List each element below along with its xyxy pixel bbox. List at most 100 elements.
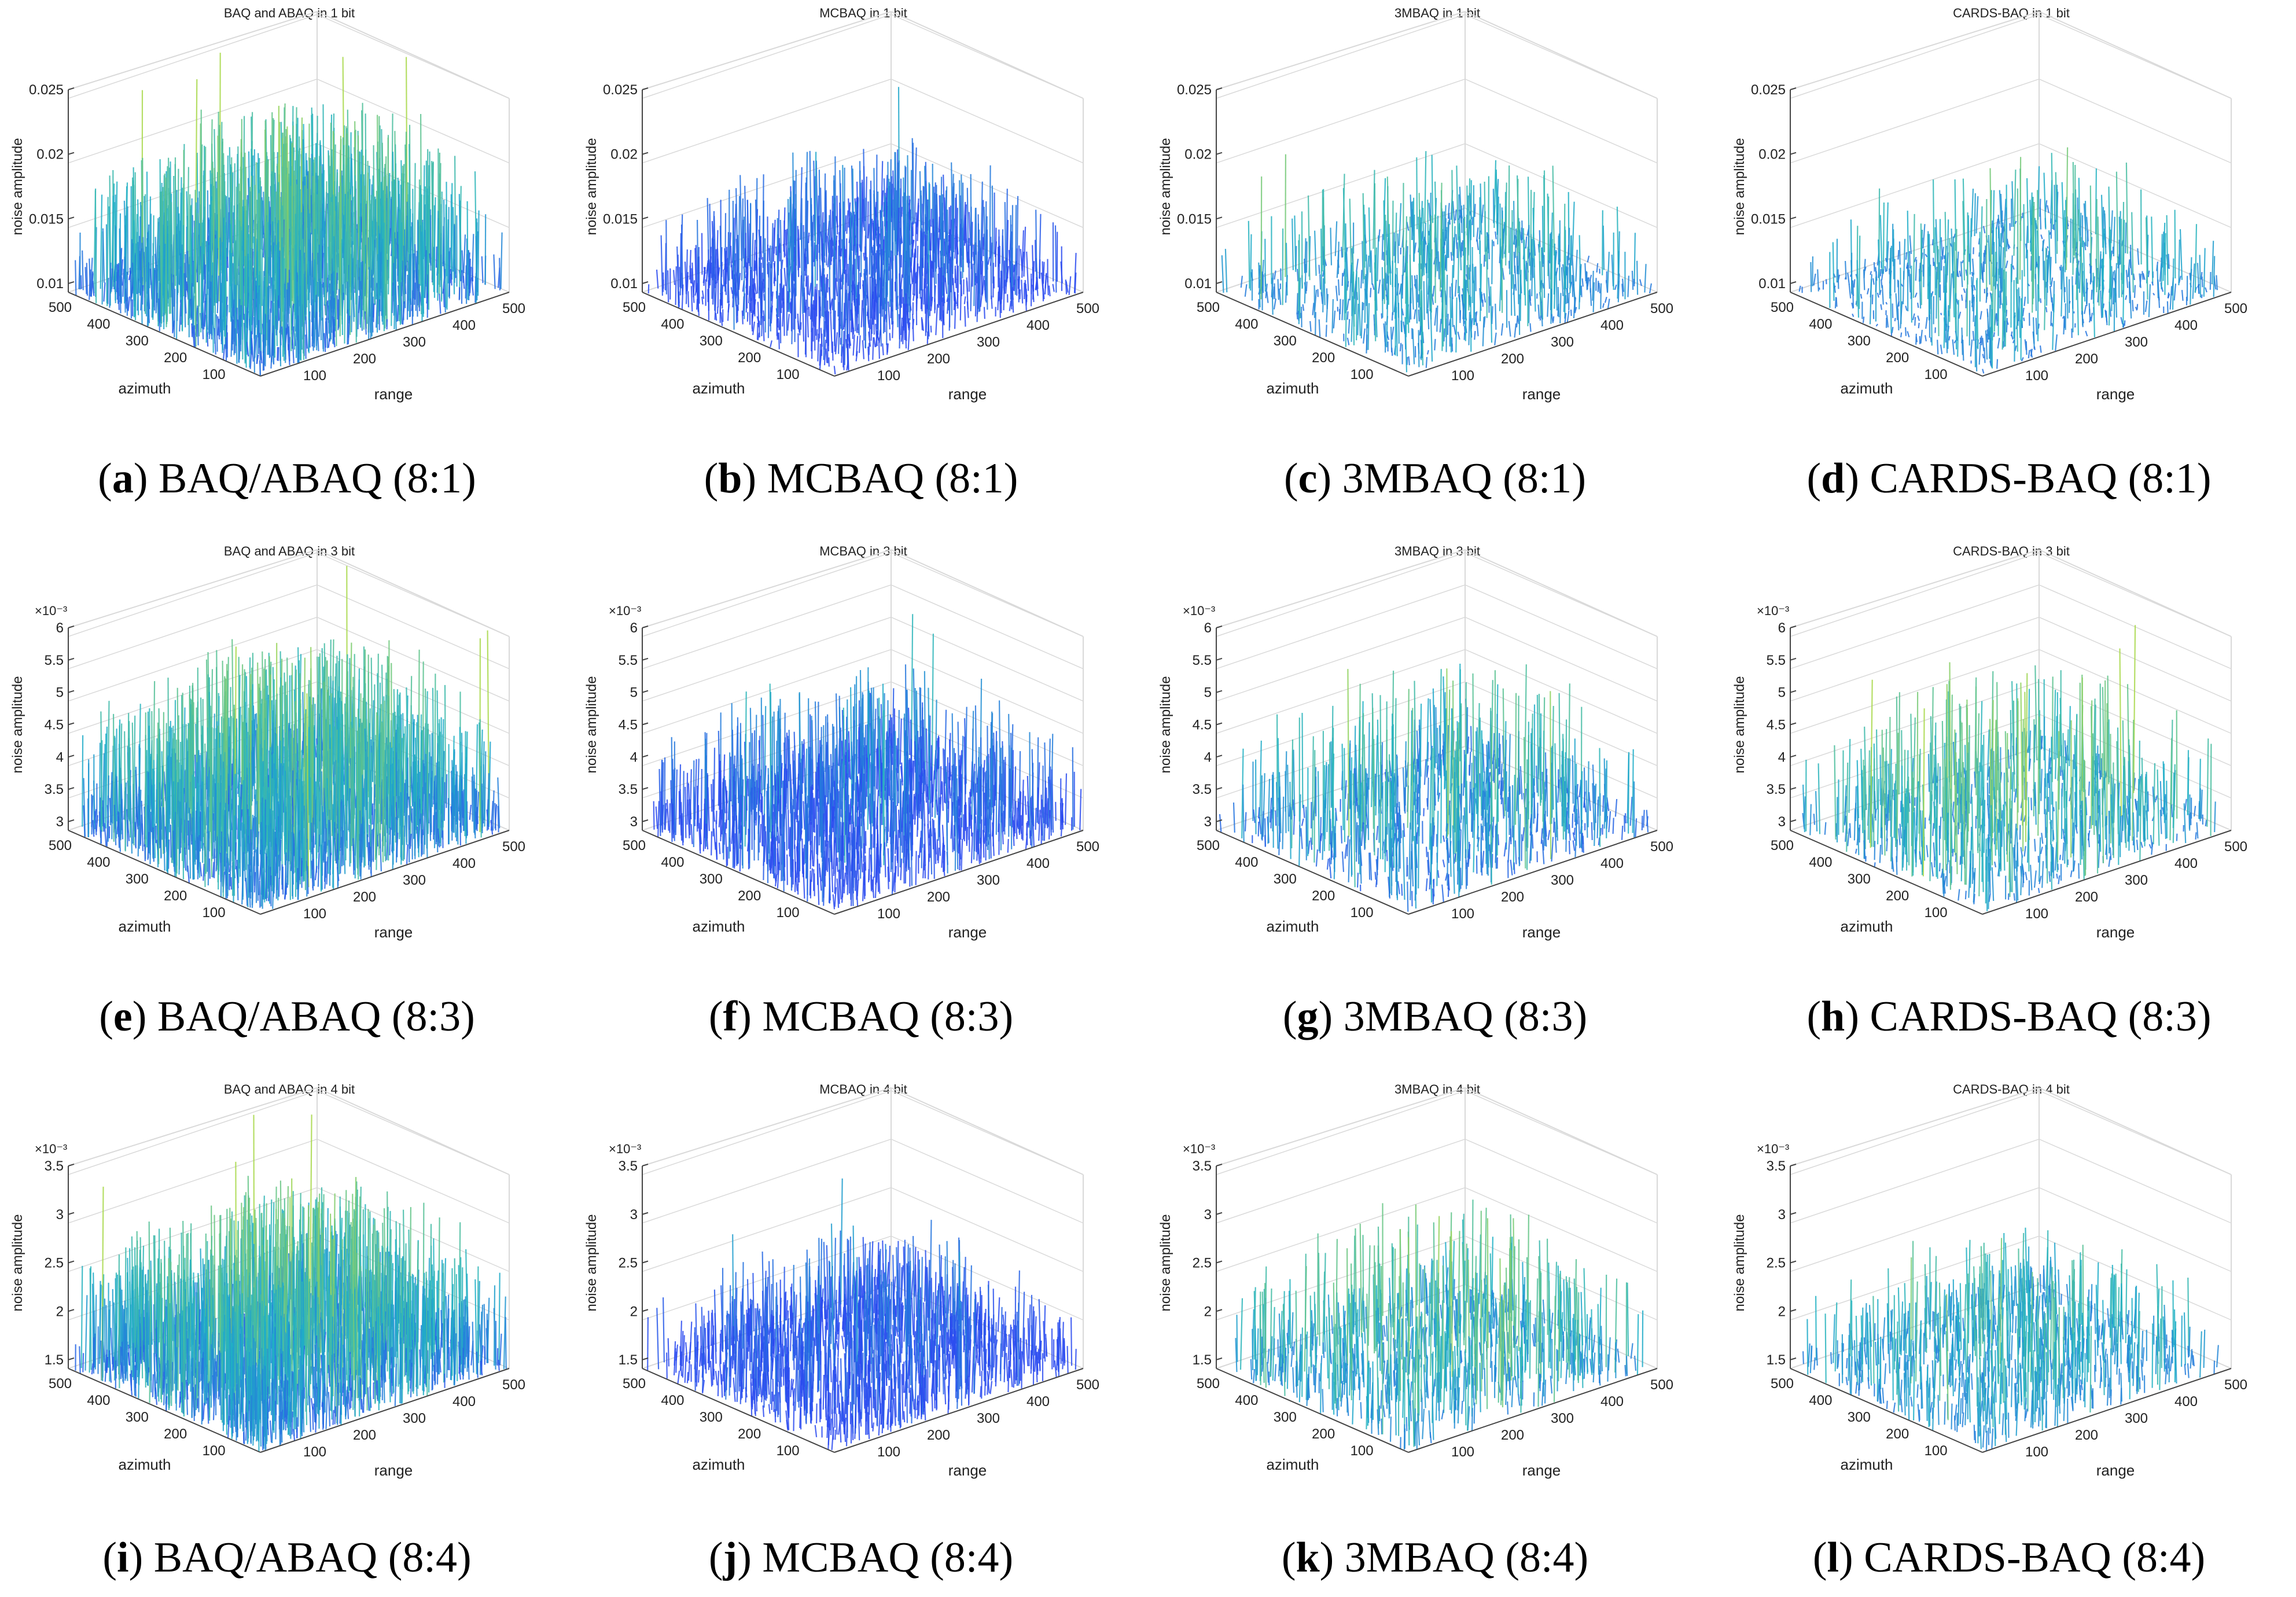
- x-tick-label: 400: [2174, 856, 2198, 871]
- surface-plot-d: CARDS-BAQ in 1 bit 0.01 0.015 0.02 0.025 nois…: [1732, 6, 2247, 403]
- axes-lines: 1.5 2 2.5 3 3.5 ×10⁻³ noise amplitude 100 200 300…: [1158, 1142, 1673, 1479]
- axes-box: [642, 549, 1084, 831]
- y-tick-label: 100: [1351, 905, 1374, 921]
- caption-h: (h) CARDS-BAQ (8:3): [1806, 993, 2212, 1040]
- y-tick-label: 300: [1274, 871, 1297, 887]
- z-tick-label: 3.5: [1193, 782, 1212, 797]
- y-tick-label: 500: [623, 300, 646, 315]
- z-tick-label: 0.02: [1758, 147, 1786, 163]
- caption-i: (i) BAQ/ABAQ (8:4): [102, 1534, 472, 1581]
- surface-spikes: [1235, 1199, 1644, 1450]
- x-axis-label: range: [374, 385, 413, 403]
- y-axis-label: azimuth: [1840, 918, 1893, 935]
- z-tick-label: 1.5: [1193, 1352, 1212, 1368]
- y-tick-label: 100: [777, 367, 800, 382]
- z-tick-label: 3.5: [45, 1158, 64, 1174]
- surface-spikes: [75, 1114, 507, 1452]
- x-axis-label: range: [374, 1462, 413, 1479]
- y-tick-label: 500: [1771, 838, 1794, 853]
- panel-i: BAQ and ABAQ in 4 bit 1.5 2 2.5 3 3.5 ×10⁻³ noi…: [0, 1076, 574, 1597]
- surface-plot-j: MCBAQ in 4 bit 1.5 2 2.5 3 3.5 ×10⁻³ noise ampl…: [584, 1082, 1099, 1479]
- y-tick-label: 300: [126, 333, 149, 349]
- z-tick-label: 4.5: [1193, 717, 1212, 733]
- z-tick-label: 0.015: [603, 211, 638, 227]
- y-tick-label: 300: [700, 871, 723, 887]
- surface-plot-f: MCBAQ in 3 bit 3 3.5 4 4.5 5 5.5 6 ×10⁻³ noise am…: [584, 544, 1099, 941]
- z-axis-label: noise amplitude: [1158, 676, 1173, 773]
- caption-text: MCBAQ (8:3): [762, 993, 1014, 1040]
- surface-plot-k: 3MBAQ in 4 bit 1.5 2 2.5 3 3.5 ×10⁻³ noise ampl…: [1158, 1082, 1673, 1479]
- z-tick-label: 2.5: [1193, 1256, 1212, 1271]
- x-tick-label: 300: [1551, 334, 1574, 350]
- z-exponent: ×10⁻³: [35, 1142, 67, 1156]
- y-axis-label: azimuth: [692, 1456, 745, 1473]
- y-tick-label: 200: [738, 888, 761, 904]
- caption-b: (b) MCBAQ (8:1): [704, 455, 1018, 502]
- y-tick-label: 300: [1274, 1410, 1297, 1425]
- plot-title: 3MBAQ in 3 bit: [1394, 544, 1480, 558]
- caption-l: (l) CARDS-BAQ (8:4): [1812, 1534, 2206, 1581]
- axes-lines: 3 3.5 4 4.5 5 5.5 6 ×10⁻³ noise amplitude 100 200 3…: [1158, 604, 1673, 941]
- x-tick-label: 300: [977, 334, 1000, 350]
- plot-title: BAQ and ABAQ in 4 bit: [224, 1082, 355, 1096]
- surface-plot-c: 3MBAQ in 1 bit 0.01 0.015 0.02 0.025 noise am…: [1158, 6, 1673, 403]
- z-tick-label: 6: [1204, 620, 1212, 636]
- plot-title: MCBAQ in 1 bit: [819, 6, 907, 20]
- y-axis-label: azimuth: [1840, 380, 1893, 397]
- y-tick-label: 100: [777, 905, 800, 921]
- x-tick-label: 300: [1551, 873, 1574, 888]
- y-tick-label: 200: [738, 350, 761, 366]
- z-tick-label: 0.025: [29, 82, 64, 98]
- surface-plot-g: 3MBAQ in 3 bit 3 3.5 4 4.5 5 5.5 6 ×10⁻³ noise am…: [1158, 544, 1673, 941]
- x-tick-label: 500: [502, 301, 525, 317]
- y-axis-label: azimuth: [1266, 1456, 1319, 1473]
- caption-text: BAQ/ABAQ (8:1): [158, 455, 476, 502]
- caption-text: CARDS-BAQ (8:4): [1864, 1534, 2206, 1581]
- y-tick-label: 500: [1197, 838, 1220, 853]
- caption-j: (j) MCBAQ (8:4): [708, 1534, 1014, 1581]
- surface-spikes: [1802, 1227, 2219, 1451]
- y-tick-label: 500: [623, 1376, 646, 1392]
- x-tick-label: 500: [1076, 301, 1099, 317]
- x-tick-label: 300: [977, 1411, 1000, 1426]
- x-tick-label: 200: [2075, 351, 2098, 367]
- panel-l: CARDS-BAQ in 4 bit 1.5 2 2.5 3 3.5 ×10⁻³ noise …: [1722, 1076, 2296, 1597]
- plot-title: 3MBAQ in 1 bit: [1394, 6, 1480, 20]
- z-axis-label: noise amplitude: [10, 138, 25, 235]
- z-tick-label: 2: [1778, 1304, 1786, 1319]
- x-tick-label: 400: [1600, 1394, 1624, 1410]
- z-axis-label: noise amplitude: [1732, 676, 1747, 773]
- x-tick-label: 500: [1076, 1377, 1099, 1393]
- z-axis-label: noise amplitude: [1732, 1214, 1747, 1311]
- caption-letter: l: [1827, 1534, 1839, 1581]
- y-tick-label: 400: [1809, 1393, 1832, 1408]
- caption-letter: c: [1298, 455, 1318, 502]
- x-tick-label: 300: [2125, 1411, 2148, 1426]
- y-tick-label: 400: [1235, 317, 1258, 332]
- axes-lines: 0.01 0.015 0.02 0.025 noise amplitude 100 200 3…: [584, 82, 1099, 403]
- axes-lines: 0.01 0.015 0.02 0.025 noise amplitude 100 200 3…: [10, 82, 525, 403]
- z-tick-label: 3.5: [45, 782, 64, 797]
- x-tick-label: 300: [2125, 873, 2148, 888]
- z-tick-label: 3: [630, 814, 638, 830]
- y-tick-label: 100: [203, 1443, 226, 1459]
- x-tick-label: 200: [353, 889, 376, 905]
- z-tick-label: 0.015: [1751, 211, 1786, 227]
- z-tick-label: 2.5: [45, 1256, 64, 1271]
- caption-letter: f: [723, 993, 738, 1040]
- surface-spikes: [647, 87, 1077, 375]
- x-tick-label: 200: [1501, 1427, 1524, 1443]
- caption-text: BAQ/ABAQ (8:3): [157, 993, 475, 1040]
- y-tick-label: 400: [87, 317, 110, 332]
- caption-text: MCBAQ (8:4): [762, 1534, 1014, 1581]
- x-tick-label: 100: [877, 368, 900, 384]
- z-tick-label: 0.015: [29, 211, 64, 227]
- y-tick-label: 400: [87, 855, 110, 870]
- z-axis-label: noise amplitude: [1158, 138, 1173, 235]
- z-axis-label: noise amplitude: [1158, 1214, 1173, 1311]
- z-exponent: ×10⁻³: [1183, 1142, 1215, 1156]
- x-tick-label: 400: [452, 856, 476, 871]
- x-tick-label: 300: [977, 873, 1000, 888]
- z-tick-label: 3: [1204, 1207, 1212, 1223]
